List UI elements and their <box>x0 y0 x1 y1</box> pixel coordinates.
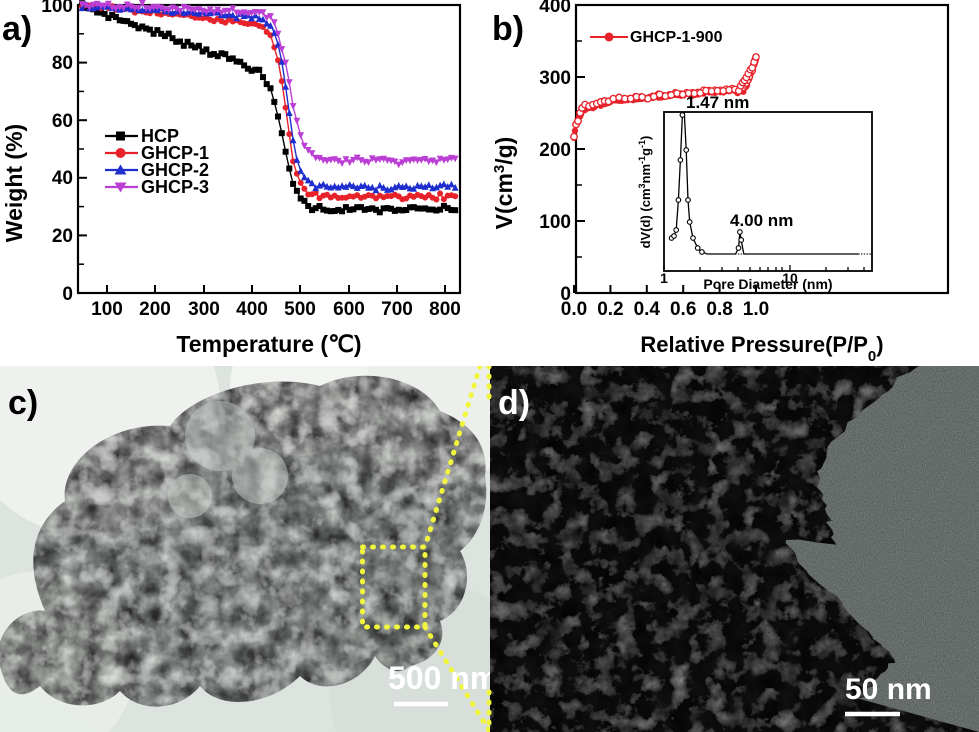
svg-text:Pore Diameter (nm): Pore Diameter (nm) <box>703 276 832 292</box>
svg-text:Weight (%): Weight (%) <box>1 124 27 242</box>
svg-text:60: 60 <box>52 111 73 132</box>
svg-text:Temperature (℃): Temperature (℃) <box>176 331 361 357</box>
svg-text:Relative Pressure(P/P0): Relative Pressure(P/P0) <box>640 332 883 365</box>
svg-text:d): d) <box>498 384 530 422</box>
svg-text:400: 400 <box>539 0 571 17</box>
svg-text:1: 1 <box>660 270 668 286</box>
svg-text:300: 300 <box>539 68 571 89</box>
svg-text:0.2: 0.2 <box>597 299 623 320</box>
svg-text:4.00 nm: 4.00 nm <box>730 211 793 230</box>
svg-text:GHCP-3: GHCP-3 <box>141 177 209 197</box>
svg-text:0.8: 0.8 <box>706 299 732 320</box>
svg-text:0.4: 0.4 <box>634 299 661 320</box>
svg-text:a): a) <box>2 10 32 48</box>
svg-text:b): b) <box>492 10 524 48</box>
svg-text:700: 700 <box>381 299 413 320</box>
svg-text:40: 40 <box>52 168 73 189</box>
svg-text:1.0: 1.0 <box>743 299 769 320</box>
svg-text:0.6: 0.6 <box>670 299 696 320</box>
svg-text:50 nm: 50 nm <box>845 673 932 706</box>
svg-text:600: 600 <box>333 299 365 320</box>
svg-text:dV(d) (cm3nm-1g-1): dV(d) (cm3nm-1g-1) <box>637 136 653 249</box>
svg-text:20: 20 <box>52 226 73 247</box>
svg-text:800: 800 <box>429 299 461 320</box>
svg-text:100: 100 <box>41 0 73 17</box>
svg-text:200: 200 <box>139 299 171 320</box>
svg-text:500: 500 <box>284 299 316 320</box>
svg-text:1.47 nm: 1.47 nm <box>686 93 749 112</box>
svg-text:0: 0 <box>62 284 73 305</box>
svg-text:V(cm3/g): V(cm3/g) <box>491 137 518 230</box>
svg-text:400: 400 <box>236 299 268 320</box>
svg-text:c): c) <box>8 384 38 422</box>
svg-text:100: 100 <box>539 212 571 233</box>
svg-text:500 nm: 500 nm <box>388 660 490 696</box>
svg-text:GHCP-1-900: GHCP-1-900 <box>630 29 723 46</box>
svg-text:0.0: 0.0 <box>561 299 587 320</box>
svg-text:300: 300 <box>188 299 220 320</box>
svg-text:80: 80 <box>52 53 73 74</box>
svg-text:100: 100 <box>91 299 123 320</box>
svg-text:200: 200 <box>539 140 571 161</box>
